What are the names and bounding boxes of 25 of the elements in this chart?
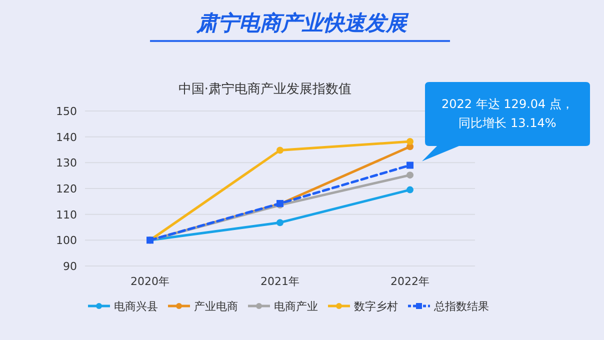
y-tick-label: 100 [56, 234, 77, 248]
y-tick-label: 110 [56, 208, 77, 222]
y-tick-label: 150 [56, 105, 77, 118]
legend-label: 数字乡村 [354, 300, 398, 313]
y-tick-label: 120 [56, 182, 77, 196]
point [406, 138, 414, 145]
y-tick-label: 140 [56, 130, 77, 144]
legend-label: 电商兴县 [114, 300, 158, 313]
y-tick-label: 90 [63, 260, 77, 273]
x-tick-label: 2020年 [130, 275, 170, 288]
point [276, 146, 284, 154]
point [406, 186, 414, 194]
chart-title: 肃宁电商产业快速发展 [196, 11, 409, 35]
text: 2022 年达 129.04 点， [442, 97, 574, 111]
x-tick-label: 2022年 [390, 275, 430, 288]
y-tick-label: 130 [56, 156, 77, 170]
x-tick-label: 2021年 [260, 275, 300, 288]
chart-subtitle: 中国·肃宁电商产业发展指数值 [178, 81, 352, 97]
legend-label: 总指数结果 [433, 300, 489, 313]
point [406, 172, 414, 179]
legend-label: 电商产业 [274, 300, 318, 313]
point [276, 219, 284, 226]
point [406, 162, 414, 169]
legend-label: 产业电商 [194, 300, 238, 313]
annotation: 同比增长 13.14% [458, 116, 556, 130]
